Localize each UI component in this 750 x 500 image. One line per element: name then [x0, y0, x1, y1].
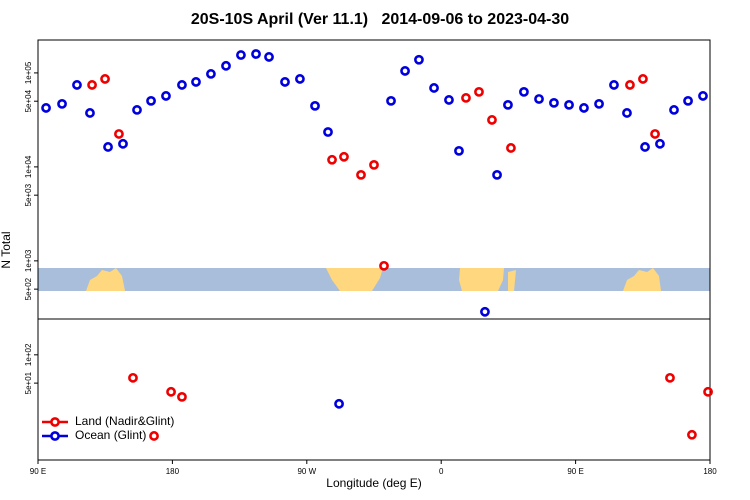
plot-frame: [37, 39, 711, 461]
point: [655, 138, 665, 149]
x-axis-label: Longitude (deg E): [326, 476, 421, 490]
chart-title: 20S-10S April (Ver 11.1) 2014-09-06 to 2…: [191, 11, 569, 28]
x-tick-label: 0: [439, 467, 444, 476]
point: [414, 54, 424, 65]
point: [474, 86, 484, 97]
point: [236, 50, 246, 60]
point: [103, 142, 113, 152]
point: [85, 108, 95, 118]
point: [564, 99, 574, 110]
point: [280, 77, 290, 87]
point: [687, 429, 697, 440]
point: [506, 143, 516, 153]
point: [100, 74, 110, 84]
point: [118, 138, 128, 149]
point: [339, 151, 349, 162]
point: [622, 108, 632, 118]
point: [114, 129, 124, 139]
point: [519, 86, 529, 97]
y-tick-label: 5e+03: [24, 183, 33, 206]
point: [356, 169, 366, 180]
point: [379, 260, 389, 271]
point: [369, 159, 379, 170]
y-tick-label: 5e+02: [24, 277, 33, 300]
point: [57, 99, 67, 109]
point: [640, 142, 650, 152]
point: [327, 154, 337, 165]
point: [594, 99, 604, 109]
point: [492, 169, 502, 180]
point: [191, 77, 201, 87]
point: [650, 129, 660, 139]
point: [149, 431, 159, 441]
point: [177, 391, 187, 402]
point: [146, 95, 156, 106]
x-tick-label: 90 W: [297, 467, 316, 476]
x-tick-label: 180: [703, 467, 717, 476]
y-tick-label: 1e+04: [24, 155, 33, 178]
point: [400, 66, 410, 76]
point: [487, 115, 497, 125]
point: [87, 80, 97, 90]
point: [669, 105, 679, 115]
y-axis-label: N Total: [0, 231, 13, 268]
point: [503, 99, 513, 110]
point: [323, 127, 333, 137]
point: [310, 100, 320, 111]
map-strip: [38, 268, 710, 291]
point: [480, 306, 490, 317]
point: [132, 105, 142, 115]
point: [264, 52, 274, 62]
x-tick-label: 180: [166, 467, 180, 476]
point: [429, 83, 439, 93]
point: [386, 95, 396, 106]
y-tick-label: 1e+03: [24, 249, 33, 272]
y-tick-label: 5e+01: [24, 371, 33, 394]
legend-label: Land (Nadir&Glint): [75, 414, 174, 428]
point: [698, 91, 708, 101]
point: [609, 80, 619, 90]
point: [638, 74, 648, 84]
legend-marker: [50, 417, 60, 427]
point: [579, 103, 589, 113]
point: [72, 80, 82, 90]
point: [41, 103, 51, 113]
point: [161, 91, 171, 101]
legend-label: Ocean (Glint): [75, 428, 146, 442]
y-tick-label: 1e+05: [24, 61, 33, 84]
point: [221, 60, 231, 71]
point: [295, 74, 305, 84]
y-tick-label: 1e+02: [24, 343, 33, 366]
legend-marker: [50, 431, 60, 441]
point: [549, 97, 559, 108]
point: [703, 386, 713, 397]
point: [534, 94, 544, 104]
point: [251, 49, 261, 59]
point: [665, 372, 675, 383]
x-tick-label: 90 E: [567, 467, 583, 476]
point: [206, 69, 216, 79]
point: [444, 95, 454, 105]
point: [683, 95, 693, 106]
point: [128, 372, 138, 383]
point: [166, 386, 176, 397]
y-tick-label: 5e+04: [24, 89, 33, 112]
point: [177, 80, 187, 90]
point: [461, 93, 471, 103]
point: [454, 145, 464, 156]
point: [334, 398, 344, 409]
x-tick-label: 90 E: [30, 467, 46, 476]
point: [625, 80, 635, 90]
